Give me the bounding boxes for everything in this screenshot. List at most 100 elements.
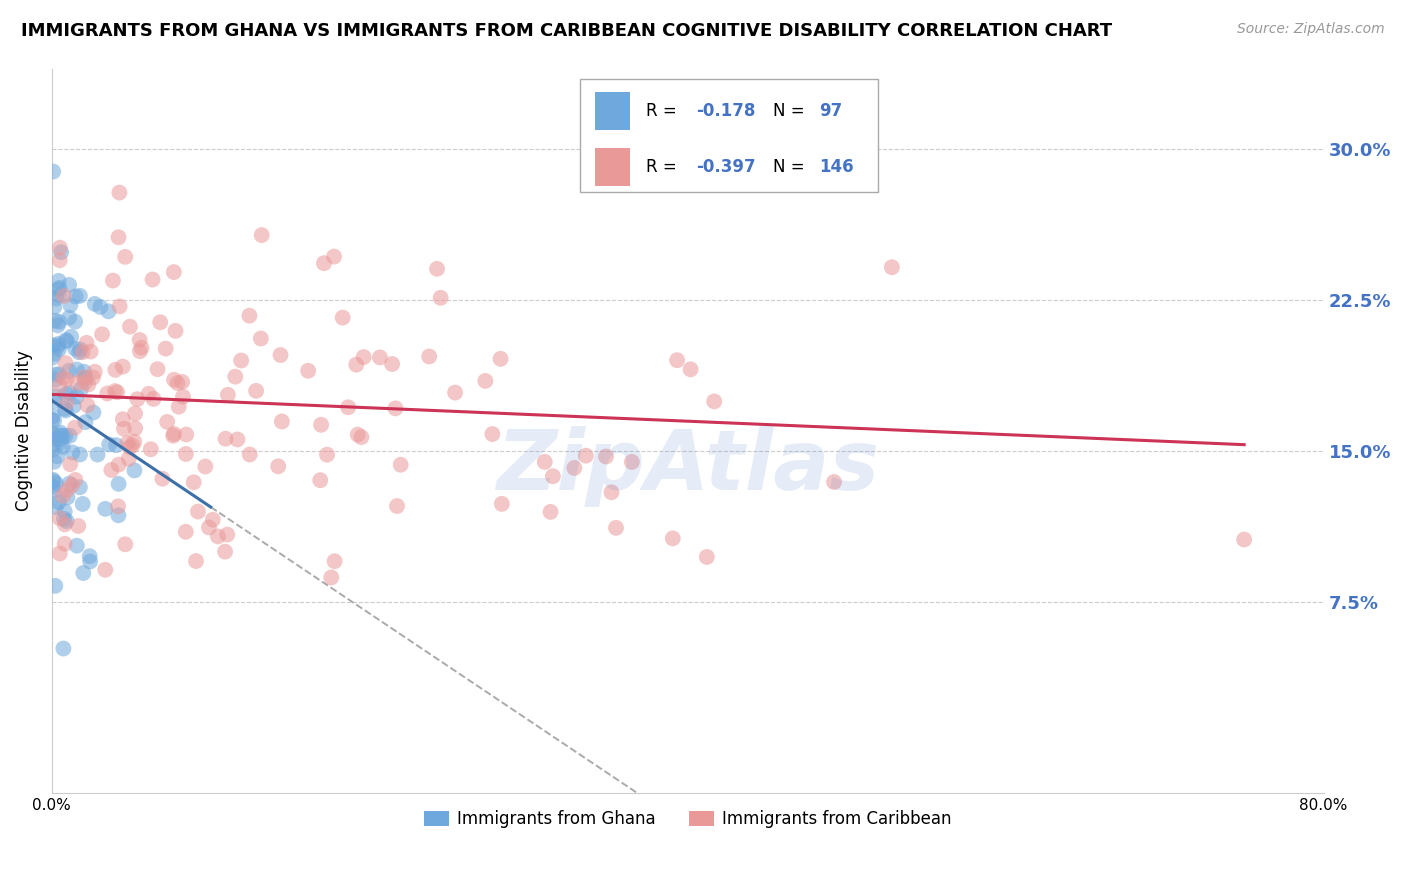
Point (122, 434, 145, 449)
Point (214, 432, 236, 446)
Point (46, 339, 69, 353)
Point (108, 299, 131, 313)
Point (297, 364, 319, 378)
Point (49, 241, 72, 255)
Point (91, 327, 114, 342)
Point (481, 427, 503, 442)
Point (44, 579, 66, 593)
Point (381, 357, 404, 371)
Point (42, 473, 65, 487)
Point (187, 505, 209, 519)
Point (214, 544, 236, 558)
Point (217, 388, 239, 402)
Point (45, 368, 67, 382)
Point (55, 356, 77, 370)
Point (48, 288, 70, 302)
Point (45, 389, 67, 403)
Point (138, 387, 160, 401)
Point (52, 512, 75, 526)
Point (66, 390, 89, 404)
Point (48, 274, 70, 288)
Y-axis label: Cognitive Disability: Cognitive Disability (15, 351, 32, 511)
Point (41, 439, 63, 453)
Point (207, 529, 229, 543)
Point (55, 333, 77, 347)
Point (41, 409, 63, 423)
Point (48, 315, 70, 329)
Point (605, 521, 627, 535)
Point (62, 399, 84, 413)
Point (111, 412, 134, 426)
Point (55, 387, 77, 401)
Point (58, 310, 80, 325)
Point (118, 440, 141, 454)
Point (67, 519, 90, 533)
Point (226, 433, 249, 447)
Point (46, 337, 69, 351)
Point (127, 392, 149, 406)
Point (679, 362, 702, 376)
Point (53, 504, 76, 518)
Point (42, 480, 65, 494)
Point (76, 335, 98, 350)
Point (63, 420, 86, 434)
Point (142, 392, 165, 406)
Point (562, 461, 585, 475)
Point (52, 641, 75, 656)
Text: 97: 97 (818, 102, 842, 120)
Point (48, 495, 70, 509)
Point (344, 358, 367, 372)
Point (107, 500, 129, 514)
Point (100, 463, 122, 477)
Point (231, 353, 253, 368)
Point (165, 324, 187, 338)
Point (703, 394, 725, 409)
Point (321, 570, 343, 584)
Point (201, 513, 224, 527)
Point (79, 549, 101, 564)
Point (107, 458, 129, 472)
Point (77, 377, 100, 392)
Point (49, 425, 72, 440)
Point (323, 250, 346, 264)
Point (48, 379, 70, 393)
Point (63, 315, 86, 329)
Point (346, 427, 368, 442)
Point (101, 274, 124, 288)
FancyBboxPatch shape (595, 148, 630, 186)
Point (46, 450, 69, 464)
Point (620, 455, 643, 469)
Point (45, 373, 67, 387)
Point (48, 511, 70, 525)
Point (540, 505, 562, 519)
Point (389, 458, 412, 472)
Point (128, 333, 150, 347)
Point (121, 438, 143, 452)
Point (60, 478, 83, 492)
Point (45, 476, 67, 491)
Point (163, 426, 186, 441)
Point (149, 315, 172, 329)
Point (53, 537, 76, 551)
Point (69, 448, 91, 462)
Point (42, 164, 65, 178)
Point (42, 475, 65, 489)
Point (880, 260, 903, 275)
Point (69, 343, 91, 357)
Point (155, 342, 177, 356)
Point (49, 432, 72, 446)
Point (337, 401, 360, 415)
Point (163, 265, 186, 279)
Point (118, 451, 141, 466)
Point (108, 186, 131, 200)
Point (62, 445, 84, 459)
Point (53, 517, 76, 532)
Point (141, 272, 163, 286)
Point (104, 363, 127, 377)
Text: R =: R = (645, 158, 682, 176)
Point (444, 385, 467, 400)
Point (426, 261, 449, 276)
Point (55, 514, 77, 528)
Point (104, 384, 127, 398)
Point (44, 347, 66, 361)
